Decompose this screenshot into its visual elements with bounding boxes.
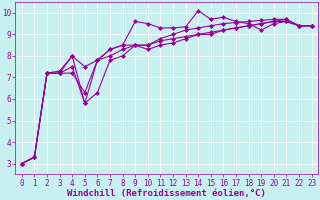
X-axis label: Windchill (Refroidissement éolien,°C): Windchill (Refroidissement éolien,°C) [67,189,266,198]
